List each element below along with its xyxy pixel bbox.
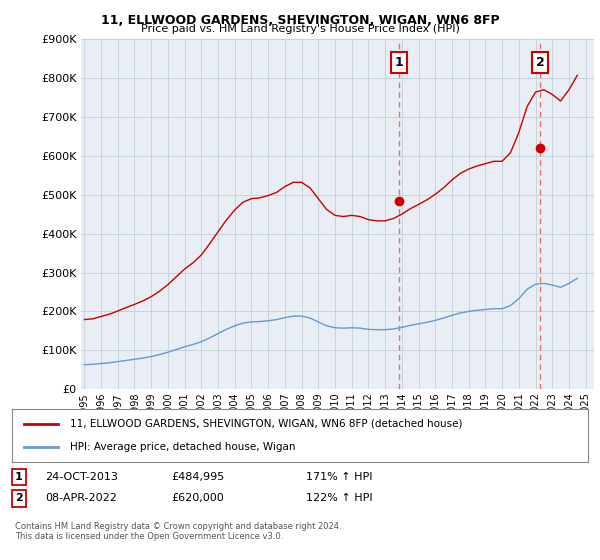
Text: HPI: Average price, detached house, Wigan: HPI: Average price, detached house, Wiga… (70, 442, 295, 452)
Text: £484,995: £484,995 (171, 472, 224, 482)
Text: 11, ELLWOOD GARDENS, SHEVINGTON, WIGAN, WN6 8FP (detached house): 11, ELLWOOD GARDENS, SHEVINGTON, WIGAN, … (70, 419, 462, 429)
Text: 1: 1 (15, 472, 23, 482)
Text: 171% ↑ HPI: 171% ↑ HPI (306, 472, 373, 482)
Text: 24-OCT-2013: 24-OCT-2013 (45, 472, 118, 482)
Text: 122% ↑ HPI: 122% ↑ HPI (306, 493, 373, 503)
Text: 2: 2 (15, 493, 23, 503)
Text: Contains HM Land Registry data © Crown copyright and database right 2024.
This d: Contains HM Land Registry data © Crown c… (15, 522, 341, 542)
Text: 08-APR-2022: 08-APR-2022 (45, 493, 117, 503)
Text: 1: 1 (394, 56, 403, 69)
Text: 2: 2 (536, 56, 544, 69)
Text: £620,000: £620,000 (171, 493, 224, 503)
Text: 11, ELLWOOD GARDENS, SHEVINGTON, WIGAN, WN6 8FP: 11, ELLWOOD GARDENS, SHEVINGTON, WIGAN, … (101, 14, 499, 27)
Text: Price paid vs. HM Land Registry's House Price Index (HPI): Price paid vs. HM Land Registry's House … (140, 24, 460, 34)
